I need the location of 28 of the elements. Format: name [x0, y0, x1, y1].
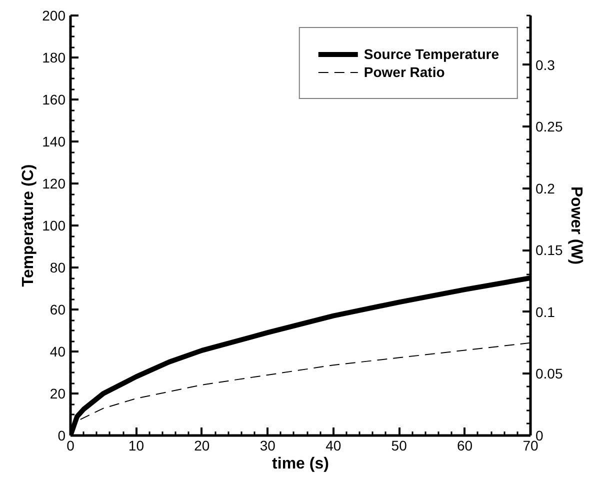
y2-tick-label: 0.15: [536, 242, 563, 258]
y-tick-label: 180: [42, 50, 66, 66]
x-tick-label: 10: [128, 438, 144, 454]
x-tick-label: 40: [326, 438, 342, 454]
y2-tick-label: 0.25: [536, 118, 563, 135]
x-tick-label: 60: [457, 438, 473, 454]
y-tick-label: 200: [42, 8, 66, 24]
y-tick-label: 60: [50, 302, 66, 318]
y-tick-label: 100: [42, 218, 66, 234]
y2-tick-label: 0.1: [536, 304, 556, 320]
y2-tick-label: 0.3: [536, 56, 556, 73]
y-tick-label: 80: [50, 260, 66, 276]
y-tick-label: 40: [50, 344, 66, 360]
y2-tick-label: 0.2: [536, 180, 556, 196]
y-axis-title: Temperature (C): [20, 164, 38, 287]
x-tick-label: 20: [194, 438, 210, 454]
legend-label: Power Ratio: [364, 64, 445, 80]
y-tick-label: 0: [58, 428, 66, 444]
y-tick-label: 140: [42, 134, 66, 150]
y2-tick-label: 0.05: [536, 366, 563, 382]
legend-label: Source Temperature: [364, 46, 499, 62]
x-tick-label: 50: [391, 438, 408, 454]
y-tick-label: 120: [42, 176, 66, 192]
y-tick-label: 160: [42, 92, 66, 108]
y2-axis-title: Power (W): [568, 186, 585, 265]
y-tick-label: 20: [50, 386, 66, 402]
x-tick-label: 30: [260, 438, 276, 454]
x-axis-title: time (s): [272, 456, 329, 472]
